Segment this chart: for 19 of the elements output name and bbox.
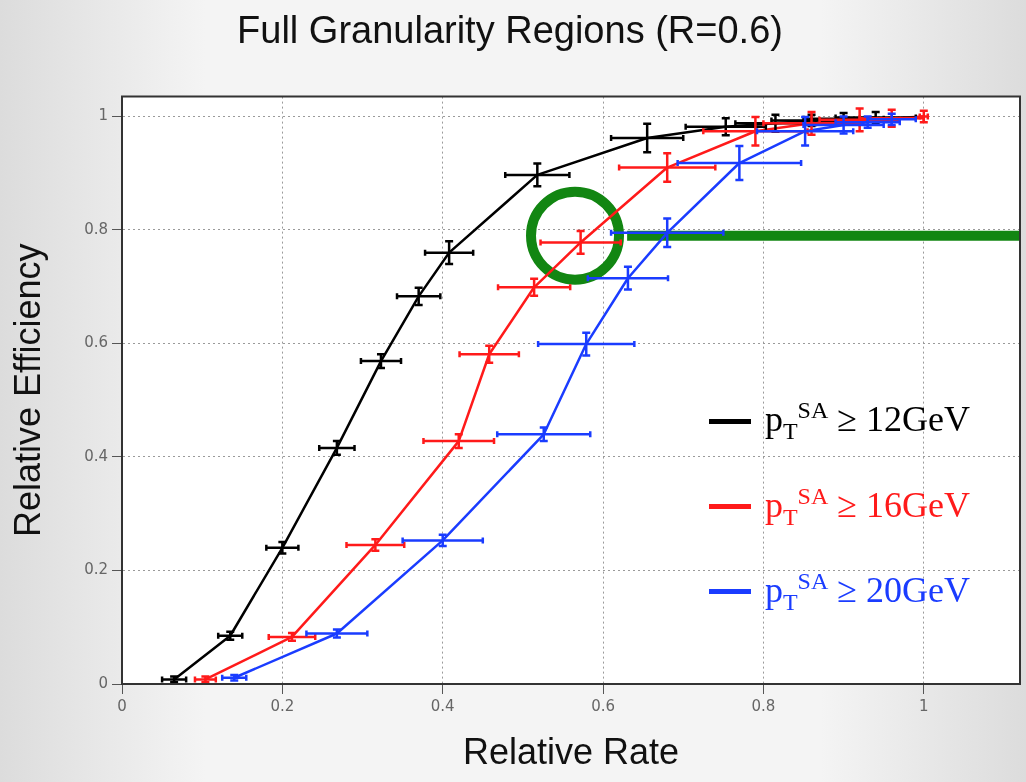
y-axis-title: Relative Efficiency: [6, 243, 48, 538]
legend-label: p$_{T}$$^{SA}$ ≥ 20GeV: [764, 566, 970, 617]
chart-title: Full Granularity Regions (R=0.6): [237, 9, 783, 52]
x-axis-title: Relative Rate: [462, 731, 680, 773]
y-tick-label: 0.4: [84, 446, 108, 465]
x-tick-label: 1: [919, 696, 929, 715]
x-tick-label: 0.2: [270, 696, 295, 715]
y-tick-label: 1: [98, 106, 108, 125]
x-tick-label: 0.4: [430, 696, 455, 715]
y-tick-label: 0: [98, 673, 108, 692]
point: [526, 186, 625, 285]
x-tick-label: 0.8: [751, 696, 776, 715]
y-tick-label: 0.2: [84, 560, 108, 579]
y-tick-label: 0.6: [84, 333, 108, 352]
y-tick-label: 0.8: [84, 219, 108, 238]
legend-label: p$_{T}$$^{SA}$ ≥ 16GeV: [764, 481, 970, 532]
legend-label: p$_{T}$$^{SA}$ ≥ 12GeV: [764, 396, 970, 447]
x-tick-label: 0.6: [591, 696, 615, 715]
x-tick-label: 0: [117, 696, 127, 715]
